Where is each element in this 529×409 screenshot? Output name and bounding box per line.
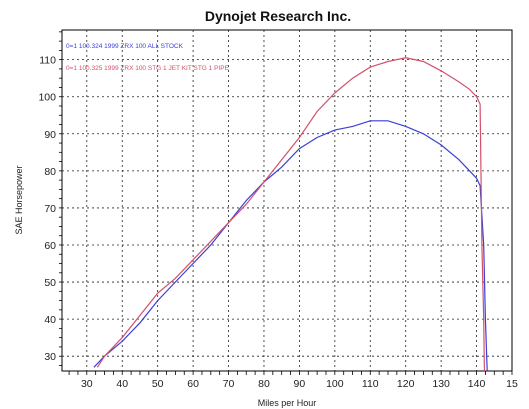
legend: 0=1 100.324 1999 ZRX 100 ALL STOCK 0=1 10… — [66, 43, 230, 72]
plot-area — [61, 29, 513, 372]
y-tick-label: 80 — [44, 166, 56, 178]
x-tick-label: 60 — [187, 378, 199, 390]
tick-labels: 30 40 50 60 70 80 90 100 110 120 130 140 15 30 40 50 60 7… — [38, 31, 518, 390]
legend-entry-2: 0=1 100.325 1999 ZRX 100 STG 1 JET KIT S… — [66, 65, 230, 72]
x-tick-label: 130 — [432, 378, 450, 390]
x-tick-label: 90 — [294, 378, 306, 390]
y-axis-label: SAE Horsepower — [14, 165, 24, 234]
x-tick-label: 30 — [81, 378, 93, 390]
x-tick-label: 15 — [506, 378, 518, 390]
series-layer — [93, 57, 488, 372]
y-tick-label: 70 — [44, 203, 56, 215]
x-tick-label: 40 — [116, 378, 128, 390]
x-axis-label: Miles per Hour — [258, 398, 317, 408]
y-tick-label: 90 — [44, 129, 56, 141]
y-tick-label: 30 — [44, 351, 56, 363]
x-tick-label: 120 — [397, 378, 415, 390]
x-tick-label: 110 — [362, 378, 379, 390]
x-tick-label: 70 — [223, 378, 235, 390]
series-line-2 — [96, 57, 485, 372]
y-tick-label: 110 — [39, 55, 56, 67]
y-tick-label: 60 — [44, 240, 56, 252]
chart-title: Dynojet Research Inc. — [205, 8, 351, 24]
x-tick-label: 50 — [152, 378, 164, 390]
x-tick-label: 100 — [326, 378, 344, 390]
legend-entry-1: 0=1 100.324 1999 ZRX 100 ALL STOCK — [66, 43, 184, 50]
x-tick-label: 140 — [468, 378, 486, 390]
y-tick-label: 100 — [38, 92, 56, 104]
y-tick-label: 50 — [44, 277, 56, 289]
y-tick-label: 40 — [44, 314, 56, 326]
x-tick-label: 80 — [258, 378, 270, 390]
series-line-1 — [93, 120, 488, 372]
grid-layer — [62, 30, 512, 371]
